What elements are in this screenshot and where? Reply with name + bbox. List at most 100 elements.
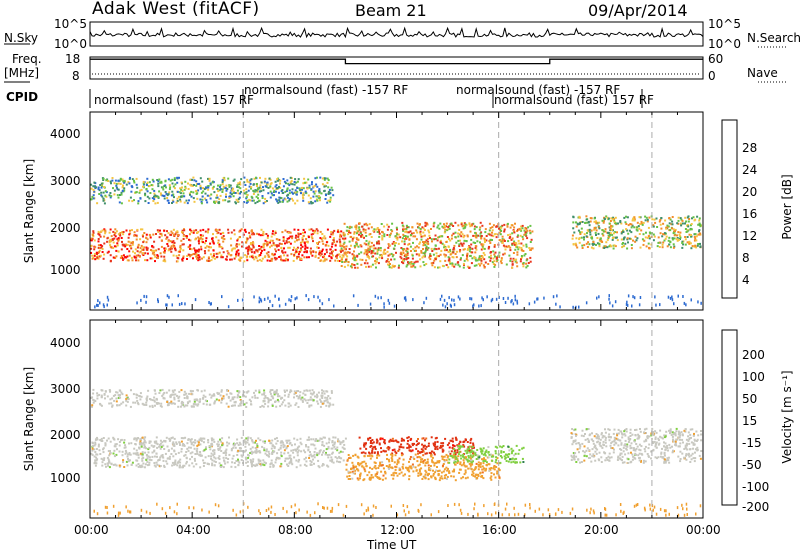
echo-cell: [286, 237, 289, 240]
echo-cell: [419, 227, 422, 230]
echo-cell: [243, 391, 246, 394]
echo-cell: [336, 240, 339, 243]
echo-cell: [663, 239, 666, 242]
echo-cell: [350, 244, 352, 247]
echo-cell: [474, 231, 477, 234]
echo-cell: [274, 180, 277, 183]
echo-cell: [450, 450, 453, 453]
echo-cell: [311, 389, 314, 392]
echo-cell: [493, 468, 496, 471]
echo-cell: [521, 224, 524, 227]
echo-cell: [668, 217, 671, 219]
echo-cell: [92, 189, 95, 192]
echo-cell: [279, 179, 282, 182]
echo-cell: [312, 443, 315, 446]
echo-cell: [195, 189, 198, 192]
echo-cell: [198, 242, 200, 245]
echo-cell: [159, 252, 162, 255]
echo-cell: [308, 405, 311, 408]
echo-cell: [236, 396, 239, 399]
echo-cell: [700, 301, 702, 305]
echo-cell: [434, 441, 437, 444]
echo-cell: [587, 220, 590, 223]
echo-cell: [252, 246, 255, 249]
echo-cell: [452, 251, 455, 254]
echo-cell: [309, 451, 311, 453]
echo-cell: [173, 398, 176, 401]
echo-cell: [368, 451, 370, 454]
echo-cell: [318, 191, 321, 194]
echo-cell: [190, 443, 193, 446]
echo-cell: [451, 256, 454, 258]
echo-cell: [622, 231, 625, 233]
echo-cell: [267, 450, 270, 453]
echo-cell: [343, 222, 346, 225]
echo-cell: [204, 197, 207, 200]
echo-cell: [318, 252, 321, 254]
echo-cell: [324, 177, 327, 180]
echo-cell: [241, 298, 244, 302]
echo-cell: [103, 228, 106, 231]
echo-cell: [99, 235, 102, 238]
echo-cell: [188, 400, 191, 403]
echo-cell: [212, 449, 214, 452]
echo-cell: [235, 253, 237, 256]
echo-cell: [483, 253, 486, 256]
echo-cell: [299, 232, 302, 235]
echo-cell: [111, 238, 114, 241]
echo-cell: [284, 229, 287, 232]
echo-cell: [135, 439, 138, 442]
echo-cell: [362, 230, 365, 233]
echo-cell: [526, 237, 529, 240]
echo-cell: [133, 199, 135, 202]
echo-cell: [142, 462, 145, 465]
echo-cell: [141, 228, 144, 231]
echo-cell: [180, 389, 183, 392]
echo-cell: [167, 232, 170, 235]
echo-cell: [249, 249, 252, 252]
echo-cell: [433, 248, 436, 251]
echo-cell: [291, 235, 294, 238]
echo-cell: [415, 447, 418, 450]
echo-cell: [122, 231, 125, 233]
echo-cell: [331, 451, 334, 454]
echo-cell: [461, 243, 464, 246]
echo-cell: [265, 454, 268, 457]
echo-cell: [214, 257, 216, 260]
echo-cell: [491, 231, 493, 234]
echo-cell: [168, 457, 171, 460]
echo-cell: [387, 298, 390, 302]
echo-cell: [579, 233, 582, 235]
echo-cell: [249, 452, 252, 454]
echo-cell: [375, 260, 378, 263]
echo-cell: [254, 389, 257, 392]
echo-cell: [690, 228, 693, 231]
echo-cell: [296, 451, 299, 454]
echo-cell: [153, 251, 155, 254]
echo-cell: [196, 257, 199, 260]
echo-cell: [324, 399, 327, 402]
echo-cell: [97, 257, 100, 260]
echo-cell: [644, 236, 647, 239]
echo-cell: [682, 295, 684, 298]
echo-cell: [474, 251, 477, 254]
echo-cell: [296, 390, 298, 393]
echo-cell: [180, 440, 183, 443]
echo-cell: [157, 248, 160, 251]
echo-cell: [494, 233, 497, 236]
echo-cell: [424, 221, 427, 224]
echo-cell: [303, 251, 306, 254]
echo-cell: [438, 469, 441, 472]
echo-cell: [396, 228, 398, 231]
echo-cell: [385, 260, 388, 262]
echo-cell: [454, 253, 457, 255]
echo-cell: [219, 438, 221, 441]
echo-cell: [249, 437, 252, 440]
echo-cell: [317, 402, 320, 405]
echo-cell: [481, 244, 484, 247]
echo-cell: [116, 242, 119, 245]
echo-cell: [576, 246, 579, 249]
echo-cell: [256, 444, 259, 447]
echo-cell: [277, 201, 280, 204]
echo-cell: [318, 250, 321, 253]
